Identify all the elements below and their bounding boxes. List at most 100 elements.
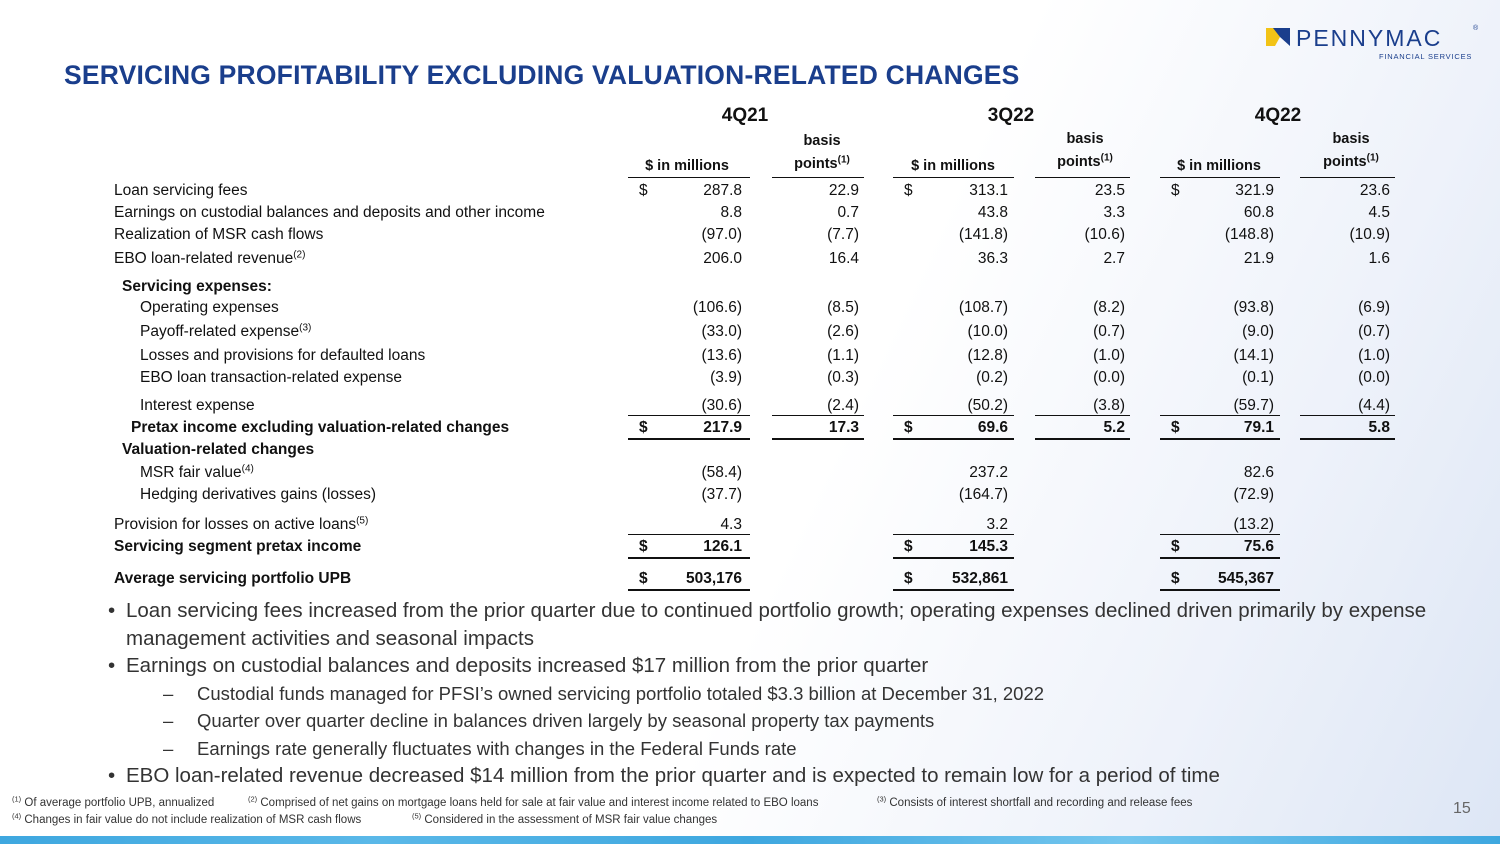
value-millions: 4.3 [720, 516, 742, 533]
value-millions: (30.6) [701, 397, 743, 414]
header-underline [1300, 177, 1395, 178]
value-millions: (3.9) [710, 369, 742, 386]
bullet-text: EBO loan-related revenue decreased $14 m… [126, 764, 1220, 787]
value-millions: (0.1) [1242, 369, 1274, 386]
table-rule [1300, 415, 1395, 416]
table-rule [1160, 438, 1280, 440]
value-basis-points: (7.7) [827, 226, 859, 243]
currency-symbol: $ [639, 570, 648, 587]
value-basis-points: 23.5 [1094, 182, 1125, 199]
sub-bullet-marker: – [163, 710, 174, 731]
column-header-basis: basis [1332, 131, 1370, 147]
value-millions: 217.9 [703, 419, 742, 436]
value-basis-points: 3.3 [1103, 204, 1125, 221]
column-header-basis: basis [1066, 131, 1104, 147]
header-underline [1160, 177, 1280, 178]
column-header-millions: $ in millions [1177, 158, 1261, 174]
row-label: Hedging derivatives gains (losses) [140, 486, 377, 503]
value-basis-points: 2.7 [1103, 250, 1125, 267]
period-header: 4Q21 [721, 105, 769, 126]
logo-name: PENNYMAC [1296, 25, 1443, 51]
value-millions: 287.8 [703, 182, 742, 199]
row-label: EBO loan-related revenue(2) [114, 249, 306, 267]
value-millions: (50.2) [967, 397, 1009, 414]
value-millions: 545,367 [1217, 570, 1274, 587]
currency-symbol: $ [904, 538, 913, 555]
value-basis-points: 0.7 [837, 204, 859, 221]
value-millions: 36.3 [977, 250, 1008, 267]
table-rule [1160, 589, 1280, 591]
pennymac-logo-icon [1266, 28, 1290, 46]
row-label: Servicing segment pretax income [114, 538, 362, 555]
table-rule [628, 415, 750, 416]
value-millions: 532,861 [951, 570, 1008, 587]
row-label: Loan servicing fees [114, 182, 248, 199]
value-basis-points: (0.7) [1358, 323, 1390, 340]
page-number: 15 [1453, 800, 1471, 817]
table-rule [893, 589, 1014, 591]
value-millions: (9.0) [1242, 323, 1274, 340]
column-header-millions: $ in millions [911, 158, 995, 174]
value-basis-points: 4.5 [1368, 204, 1390, 221]
row-label: Servicing expenses: [122, 278, 272, 295]
value-millions: (106.6) [692, 299, 742, 316]
bullet-marker: • [108, 654, 116, 677]
header-underline [893, 177, 1014, 178]
table-rule [628, 589, 750, 591]
value-millions: (37.7) [701, 486, 743, 503]
value-millions: (14.1) [1233, 347, 1275, 364]
table-rule [893, 415, 1014, 416]
logo-registered-mark: ® [1473, 25, 1479, 32]
value-millions: 126.1 [703, 538, 742, 555]
value-millions: (13.2) [1233, 516, 1275, 533]
value-millions: 79.1 [1243, 419, 1274, 436]
table-rule [628, 438, 750, 440]
row-label: Operating expenses [140, 299, 279, 316]
sub-bullet-marker: – [163, 737, 174, 759]
value-basis-points: (8.5) [827, 299, 859, 316]
currency-symbol: $ [904, 570, 913, 587]
value-basis-points: 5.8 [1368, 419, 1390, 436]
value-basis-points: 5.2 [1103, 419, 1125, 436]
bottom-accent-bar [0, 836, 1500, 844]
sub-bullet-item: – Earnings rate generally fluctuates with… [108, 735, 1448, 763]
bullet-item: • Loan servicing fees increased from the … [108, 597, 1448, 652]
sub-bullet-item: – Custodial funds managed for PFSI’s owne… [108, 680, 1448, 708]
value-millions: (12.8) [967, 347, 1009, 364]
bullet-item: • EBO loan-related revenue decreased $14 … [108, 762, 1448, 790]
value-millions: 75.6 [1243, 538, 1274, 555]
column-header-basis: basis [803, 133, 841, 149]
value-millions: (97.0) [701, 226, 743, 243]
period-header: 4Q22 [1254, 105, 1302, 126]
header-underline [628, 177, 750, 178]
value-millions: 60.8 [1243, 204, 1274, 221]
table-rule [893, 557, 1014, 559]
value-millions: 8.8 [720, 204, 742, 221]
value-basis-points: (1.0) [1358, 347, 1390, 364]
bullet-text: Loan servicing fees increased from the p… [126, 599, 1427, 650]
value-millions: 21.9 [1243, 250, 1274, 267]
value-basis-points: 1.6 [1368, 250, 1390, 267]
company-logo: PENNYMAC ® FINANCIAL SERVICES [1266, 25, 1481, 65]
table-rule [1035, 415, 1130, 416]
header-underline [772, 177, 864, 178]
table-rule [893, 438, 1014, 440]
value-basis-points: (6.9) [1358, 299, 1390, 316]
footnote-1: (1) Of average portfolio UPB, annualized [12, 794, 215, 809]
value-millions: 145.3 [969, 538, 1008, 555]
table-rule [628, 534, 750, 535]
value-basis-points: (3.8) [1093, 397, 1125, 414]
row-label: Interest expense [140, 397, 255, 414]
value-basis-points: (10.6) [1084, 226, 1126, 243]
sub-bullet-marker: – [163, 682, 174, 704]
column-header-points: points(1) [1057, 152, 1113, 170]
value-millions: (148.8) [1224, 226, 1274, 243]
value-millions: 206.0 [703, 250, 742, 267]
value-millions: (93.8) [1233, 299, 1275, 316]
currency-symbol: $ [1171, 570, 1180, 587]
row-label: Realization of MSR cash flows [114, 226, 324, 243]
currency-symbol: $ [639, 538, 648, 555]
table-rule [893, 534, 1014, 535]
value-basis-points: (4.4) [1358, 397, 1390, 414]
row-label: Average servicing portfolio UPB [114, 570, 352, 587]
